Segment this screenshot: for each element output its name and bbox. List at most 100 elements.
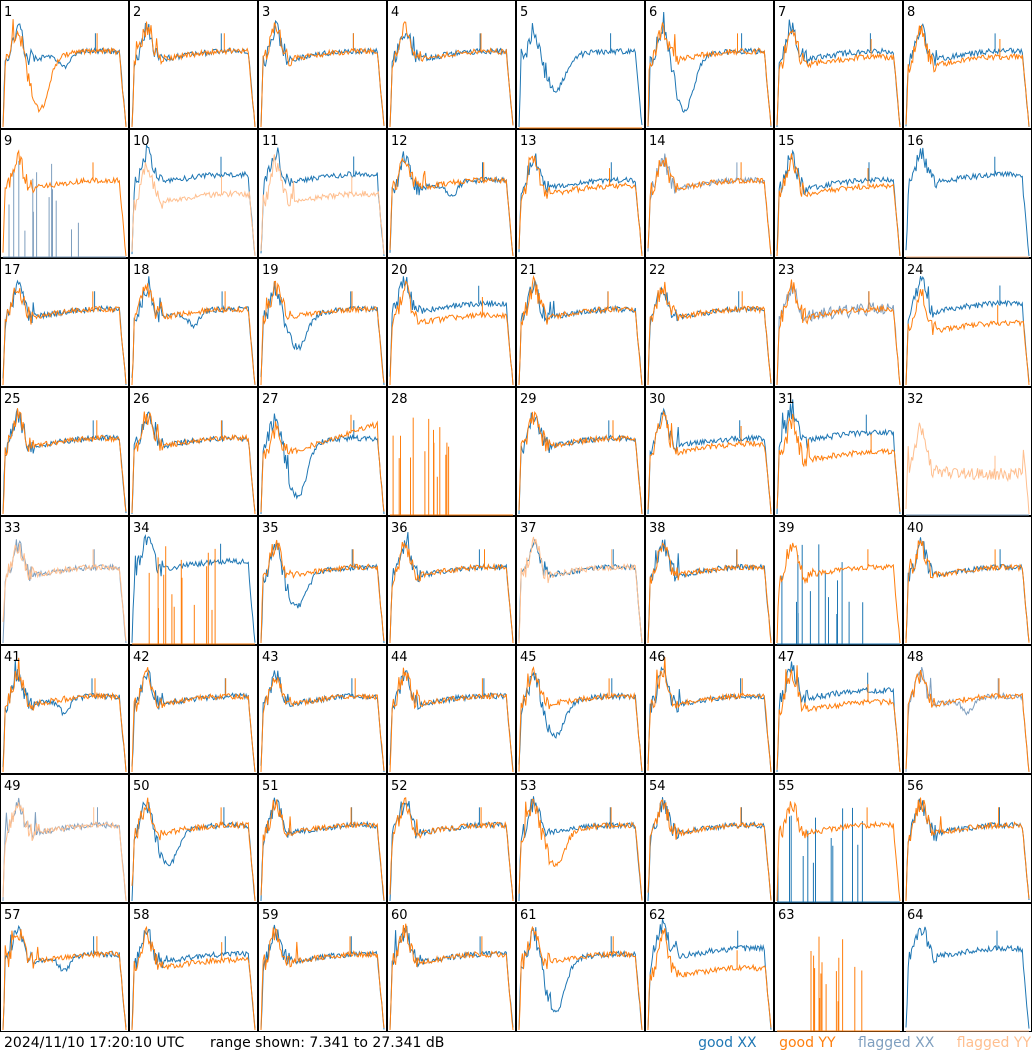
panel-frame: [258, 645, 387, 774]
panel-frame: [387, 516, 516, 645]
panel-label: 27: [262, 392, 279, 407]
series-yy-line: [647, 542, 772, 644]
panel-label: 2: [133, 5, 141, 20]
series-yy-line: [647, 22, 772, 127]
series-xx-line: [131, 533, 256, 643]
panel-7: 7: [774, 0, 903, 129]
series-yy-line: [2, 802, 127, 902]
panel-59: 59: [258, 903, 387, 1032]
panel-23: 23: [774, 258, 903, 387]
panel-49: 49: [0, 774, 129, 903]
panel-16: 16: [903, 129, 1032, 258]
panel-32: 32: [903, 387, 1032, 516]
panel-label: 20: [391, 263, 408, 278]
panel-label: 62: [649, 908, 666, 923]
panel-label: 49: [4, 779, 21, 794]
panel-label: 51: [262, 779, 279, 794]
panel-57: 57: [0, 903, 129, 1032]
panel-label: 10: [133, 134, 150, 149]
series-yy-line: [2, 408, 127, 514]
panel-2: 2: [129, 0, 258, 129]
panel-label: 3: [262, 5, 270, 20]
series-xx-line: [389, 32, 514, 128]
panel-label: 32: [907, 392, 924, 407]
series-yy-line: [776, 665, 901, 773]
panel-24: 24: [903, 258, 1032, 387]
panel-frame: [387, 258, 516, 387]
panel-frame: [0, 774, 129, 903]
panel-29: 29: [516, 387, 645, 516]
panel-50: 50: [129, 774, 258, 903]
series-xx-line: [905, 23, 1030, 128]
series-yy-line: [518, 925, 643, 1031]
series-xx-line: [905, 147, 1030, 257]
panel-frame: [0, 258, 129, 387]
panel-label: 42: [133, 650, 150, 665]
panel-frame: [129, 903, 258, 1032]
panel-label: 40: [907, 521, 924, 536]
panel-label: 43: [262, 650, 279, 665]
series-yy-line: [776, 542, 901, 644]
panel-10: 10: [129, 129, 258, 258]
panel-frame: [129, 0, 258, 129]
series-yy-line: [777, 936, 900, 1032]
panel-label: 12: [391, 134, 408, 149]
range-shown: range shown: 7.341 to 27.341 dB: [210, 1035, 445, 1051]
panel-label: 60: [391, 908, 408, 923]
series-xx-line: [777, 807, 900, 903]
panel-label: 6: [649, 5, 657, 20]
panel-frame: [516, 0, 645, 129]
series-yy-line: [2, 19, 127, 128]
series-yy-line: [131, 162, 256, 257]
panel-frame: [774, 258, 903, 387]
panel-33: 33: [0, 516, 129, 645]
series-xx-line: [647, 286, 772, 386]
panel-63: 63: [774, 903, 903, 1032]
series-yy-line: [131, 797, 256, 902]
panel-label: 36: [391, 521, 408, 536]
panel-frame: [387, 129, 516, 258]
panel-25: 25: [0, 387, 129, 516]
panel-15: 15: [774, 129, 903, 258]
series-xx-line: [647, 918, 772, 1030]
panel-45: 45: [516, 645, 645, 774]
panel-label: 61: [520, 908, 537, 923]
panel-frame: [0, 516, 129, 645]
series-xx-line: [131, 801, 256, 902]
panel-frame: [516, 258, 645, 387]
series-xx-line: [905, 926, 1030, 1029]
series-yy-line: [518, 274, 643, 386]
panel-label: 7: [778, 5, 786, 20]
panel-frame: [129, 645, 258, 774]
panel-label: 13: [520, 134, 537, 149]
series-yy-line: [2, 543, 127, 642]
panel-12: 12: [387, 129, 516, 258]
panel-28: 28: [387, 387, 516, 516]
panel-1: 1: [0, 0, 129, 129]
panel-label: 18: [133, 263, 150, 278]
panel-frame: [516, 645, 645, 774]
series-yy-line: [389, 923, 514, 1031]
panel-54: 54: [645, 774, 774, 903]
panel-frame: [903, 387, 1032, 516]
panel-frame: [516, 903, 645, 1032]
panel-43: 43: [258, 645, 387, 774]
panel-34: 34: [129, 516, 258, 645]
panel-label: 26: [133, 392, 150, 407]
panel-label: 9: [4, 134, 12, 149]
panel-label: 55: [778, 779, 795, 794]
panel-60: 60: [387, 903, 516, 1032]
panel-frame: [258, 0, 387, 129]
panel-frame: [129, 516, 258, 645]
panel-frame: [258, 774, 387, 903]
panel-14: 14: [645, 129, 774, 258]
panel-label: 23: [778, 263, 795, 278]
series-xx-line: [777, 544, 900, 645]
panel-label: 53: [520, 779, 537, 794]
panel-35: 35: [258, 516, 387, 645]
legend: good XX good YY flagged XX flagged YY: [680, 1035, 1031, 1051]
panel-frame: [129, 774, 258, 903]
series-yy-line: [2, 149, 127, 257]
panel-64: 64: [903, 903, 1032, 1032]
series-xx-line: [3, 160, 126, 258]
